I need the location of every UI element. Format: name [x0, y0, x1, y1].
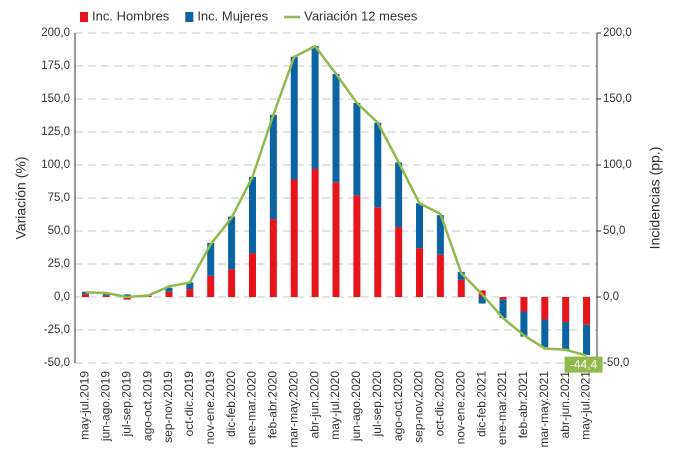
- y-tick-label: -25,0: [44, 324, 70, 336]
- bar: [248, 253, 256, 297]
- x-tick-label: mar-may.2021: [537, 371, 551, 448]
- line: [85, 44, 587, 357]
- bar: [353, 102, 361, 196]
- bar: [374, 207, 382, 297]
- bar: [186, 282, 194, 290]
- bar: [395, 227, 403, 297]
- bar: [81, 294, 89, 297]
- bar: [248, 176, 256, 254]
- bar: [353, 195, 361, 297]
- y-tick-label: 75,0: [48, 192, 70, 204]
- y-tick-label: 125,0: [41, 126, 70, 138]
- bar: [290, 56, 298, 180]
- bar: [228, 216, 236, 270]
- bar: [207, 275, 215, 297]
- y-tick-label: 200,0: [41, 27, 70, 39]
- y-tick-label: 100,0: [41, 159, 70, 171]
- bar: [478, 297, 486, 304]
- x-tick-label: nov-ene.2019: [203, 371, 217, 445]
- x-tick-label: sep-nov.2019: [161, 371, 175, 443]
- x-tick-label: may-jul.2020: [328, 371, 342, 440]
- bar: [290, 179, 298, 297]
- x-tick-label: abr-jun.2020: [307, 371, 321, 439]
- bar: [457, 271, 465, 280]
- y-tick-label: 150,0: [41, 93, 70, 105]
- x-tick-label: abr-jun.2021: [558, 371, 572, 439]
- bar: [541, 297, 549, 320]
- bar: [207, 242, 215, 276]
- x-tick-label: jul-sep.2019: [119, 371, 133, 438]
- y2-tick-label: 50,0: [603, 225, 625, 237]
- data-label-box: [564, 356, 603, 373]
- y-tick-label: -50,0: [44, 357, 70, 369]
- bar: [562, 322, 570, 350]
- bar: [395, 162, 403, 228]
- bar: [457, 279, 465, 297]
- bar: [186, 289, 194, 297]
- bar: [436, 215, 444, 255]
- bar: [520, 311, 528, 337]
- y2-tick-label: 100,0: [603, 159, 632, 171]
- bar: [102, 295, 110, 297]
- y2-tick-label: 0,0: [603, 291, 619, 303]
- bar: [165, 291, 173, 297]
- y2-tick-label: -50,0: [603, 357, 629, 369]
- x-tick-label: ene-mar.2020: [245, 371, 259, 445]
- x-tick-label: ago-oct.2019: [140, 371, 154, 441]
- bar: [541, 319, 549, 348]
- x-tick-label: dic-feb.2020: [224, 371, 238, 437]
- y2-axis-title: Incidencias (pp.): [647, 147, 663, 250]
- x-tick-label: feb-abr.2021: [516, 371, 530, 439]
- x-tick-label: oct-dic.2020: [433, 371, 447, 437]
- x-tick-label: dic-feb.2021: [474, 371, 488, 437]
- bar: [436, 254, 444, 297]
- bar: [583, 324, 591, 356]
- bar: [123, 294, 131, 297]
- bar: [416, 203, 424, 249]
- legend-label: Inc. Mujeres: [197, 8, 268, 23]
- bar: [123, 297, 131, 300]
- bar: [102, 293, 110, 296]
- legend-label: Variación 12 meses: [304, 8, 418, 23]
- bar: [520, 297, 528, 312]
- bar: [311, 168, 319, 297]
- bar: [562, 297, 570, 323]
- y-tick-label: 175,0: [41, 60, 70, 72]
- bar: [332, 73, 340, 183]
- bar: [499, 299, 507, 319]
- y-tick-label: 0,0: [54, 291, 70, 303]
- legend-label: Inc. Hombres: [92, 8, 170, 23]
- bar: [332, 182, 340, 297]
- x-tick-label: sep-nov.2020: [412, 371, 426, 443]
- x-tick-label: jun-ago.2020: [349, 371, 363, 442]
- x-tick-label: oct-dic.2019: [182, 371, 196, 437]
- x-tick-label: ene-mar.2021: [495, 371, 509, 445]
- x-tick-label: nov-ene.2020: [453, 371, 467, 445]
- bar: [374, 122, 382, 208]
- y-tick-label: 50,0: [48, 225, 70, 237]
- x-tick-label: may-jul.2019: [78, 371, 92, 440]
- x-tick-label: jun-ago.2019: [98, 371, 112, 442]
- legend-swatch: [185, 12, 194, 22]
- x-tick-label: mar-may.2020: [286, 371, 300, 448]
- bar: [416, 248, 424, 297]
- x-tick-label: may-jul.2021: [579, 371, 593, 440]
- x-tick-label: ago-oct.2020: [391, 371, 405, 441]
- bar: [583, 297, 591, 325]
- data-label: -44,4: [570, 357, 598, 371]
- x-tick-label: feb-abr.2020: [266, 371, 280, 439]
- bar: [311, 46, 319, 169]
- y2-tick-label: 150,0: [603, 93, 632, 105]
- bar: [228, 269, 236, 297]
- y-tick-label: 25,0: [48, 258, 70, 270]
- x-tick-label: jul-sep.2020: [370, 371, 384, 438]
- bar: [269, 114, 277, 220]
- bar: [165, 287, 173, 292]
- y-axis-title: Variación (%): [13, 157, 29, 240]
- bar: [499, 297, 507, 300]
- legend-swatch: [80, 12, 88, 22]
- y2-tick-label: 200,0: [603, 27, 632, 39]
- bar: [269, 219, 277, 297]
